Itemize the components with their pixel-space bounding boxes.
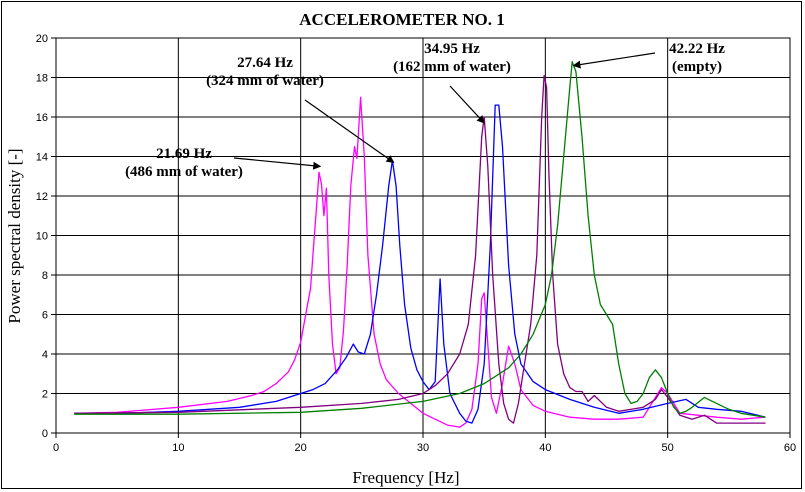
annotation-line: 21.69 Hz [156, 146, 212, 162]
y-tick-label: 18 [36, 73, 48, 85]
series-line-3 [74, 74, 766, 424]
y-tick-label: 12 [36, 191, 48, 203]
x-tick-label: 40 [539, 442, 551, 454]
annotation-arrow [304, 99, 395, 164]
annotation-arrow [449, 85, 485, 124]
y-axis-label: Power spectral density [-] [5, 148, 24, 323]
plot-area-border [55, 37, 791, 434]
x-tick-label: 50 [662, 442, 674, 454]
x-tick-label: 0 [53, 442, 59, 454]
y-tick-label: 4 [42, 349, 48, 361]
x-tick-label: 10 [172, 442, 184, 454]
annotation-line: 42.22 Hz [669, 41, 725, 57]
y-tick-label: 10 [36, 231, 48, 243]
y-tick-label: 16 [36, 112, 48, 124]
ticks-layer: 0 10 20 30 40 50 60 0 2 4 6 8 10 12 14 16 18 20 [36, 33, 796, 454]
peak-annotation: 27.64 Hz (324 mm of water) [206, 55, 324, 89]
series-layer [74, 61, 766, 428]
series-line-2 [74, 104, 766, 424]
x-tick-label: 60 [784, 442, 796, 454]
peak-annotation: 34.95 Hz (162 mm of water) [393, 41, 511, 75]
annotation-layer: 21.69 Hz (486 mm of water) 27.64 Hz (324 mm… [125, 41, 725, 180]
annotation-arrow [233, 157, 322, 170]
grid [55, 37, 791, 434]
y-tick-label: 8 [42, 270, 48, 282]
annotation-line: (324 mm of water) [206, 73, 324, 89]
annotation-line: (486 mm of water) [125, 164, 243, 180]
series-line-1 [74, 96, 766, 428]
series-line-4 [74, 61, 766, 418]
chart-title: ACCELEROMETER NO. 1 [299, 10, 504, 29]
annotation-line: 27.64 Hz [237, 55, 293, 71]
x-tick-label: 30 [417, 442, 429, 454]
y-tick-label: 2 [42, 389, 48, 401]
annotation-line: (empty) [672, 59, 722, 75]
x-axis-label: Frequency [Hz] [352, 468, 459, 487]
annotation-arrow [572, 52, 656, 69]
x-tick-label: 20 [295, 442, 307, 454]
y-tick-label: 20 [36, 33, 48, 45]
peak-annotation: 21.69 Hz (486 mm of water) [125, 146, 243, 180]
annotation-line: 34.95 Hz [424, 41, 480, 57]
y-tick-label: 14 [36, 152, 48, 164]
annotation-line: (162 mm of water) [393, 59, 511, 75]
peak-annotation: 42.22 Hz (empty) [669, 41, 725, 75]
y-tick-label: 6 [42, 310, 48, 322]
y-tick-label: 0 [42, 428, 48, 440]
